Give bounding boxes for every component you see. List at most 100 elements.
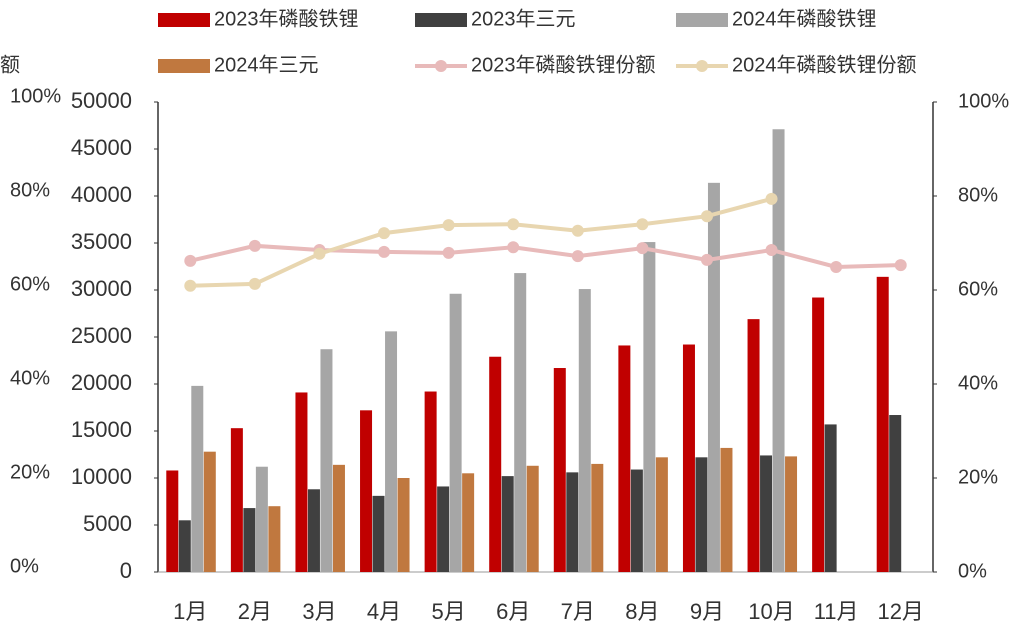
line-marker	[378, 227, 391, 240]
bar	[526, 465, 539, 572]
line-marker	[248, 239, 261, 252]
bar	[578, 289, 591, 572]
line-marker	[765, 192, 778, 205]
bar	[760, 455, 773, 572]
bar	[360, 410, 373, 572]
y-tick-label: 30000	[71, 276, 132, 301]
bar	[178, 520, 191, 572]
bar	[255, 466, 268, 572]
y-tick-label: 40000	[71, 182, 132, 207]
bar	[191, 385, 204, 572]
bar	[618, 345, 631, 572]
bar	[203, 451, 216, 572]
bar	[772, 129, 785, 572]
bar	[553, 368, 566, 572]
line	[189, 243, 901, 269]
bar	[695, 457, 708, 572]
bar	[397, 478, 410, 572]
x-tick-label: 3月	[302, 599, 336, 624]
y2-tick-label: 20%	[958, 466, 998, 488]
bar	[824, 424, 837, 572]
line-marker	[442, 219, 455, 232]
line-marker	[700, 210, 713, 223]
bar	[720, 447, 733, 572]
y2-tick-label-left: 60%	[10, 273, 50, 295]
bar	[655, 457, 668, 572]
line-marker	[571, 250, 584, 263]
legend-swatch	[676, 13, 728, 27]
bar	[437, 486, 450, 572]
legend-label: 2024年磷酸铁锂份额	[732, 53, 917, 76]
y-tick-label: 5000	[83, 511, 132, 536]
y2-tick-label: 60%	[958, 278, 998, 300]
line-marker	[636, 218, 649, 231]
legend-swatch	[158, 13, 210, 27]
y2-tick-label: 40%	[958, 372, 998, 394]
line-marker	[442, 246, 455, 259]
legend-label: 2024年三元	[214, 53, 319, 76]
y-tick-label: 10000	[71, 464, 132, 489]
legend-swatch-marker	[696, 60, 708, 72]
line-marker	[507, 218, 520, 231]
y2-tick-label-left: 100%	[10, 85, 61, 107]
bar	[449, 293, 462, 572]
line-marker	[184, 279, 197, 292]
y2-tick-label-left: 20%	[10, 461, 50, 483]
bar	[747, 319, 760, 572]
legend-swatch	[415, 13, 467, 27]
bar	[462, 473, 475, 572]
bar	[268, 506, 281, 572]
bar	[643, 242, 656, 572]
y-tick-label: 15000	[71, 417, 132, 442]
line-marker	[700, 253, 713, 266]
x-tick-label: 5月	[432, 599, 466, 624]
y-tick-label: 0	[120, 558, 132, 583]
y2-tick-label: 80%	[958, 184, 998, 206]
y-axis-title: 额	[0, 53, 20, 76]
x-tick-label: 6月	[496, 599, 530, 624]
x-tick-label: 11月	[814, 599, 859, 624]
bar	[630, 469, 643, 572]
line-marker	[378, 245, 391, 258]
x-tick-label: 12月	[877, 599, 923, 624]
y2-tick-label: 100%	[958, 90, 1009, 112]
bar	[307, 489, 320, 572]
y-tick-label: 20000	[71, 370, 132, 395]
x-tick-label: 2月	[238, 599, 272, 624]
line-marker	[571, 224, 584, 237]
line	[190, 196, 773, 288]
bar	[889, 415, 902, 572]
bar	[332, 464, 345, 572]
bar	[566, 472, 579, 572]
y2-tick-label: 0%	[958, 560, 987, 582]
bar	[385, 331, 398, 572]
bar	[514, 273, 527, 572]
bar	[501, 476, 514, 572]
x-tick-label: 9月	[690, 599, 724, 624]
bar	[295, 392, 308, 572]
x-tick-label: 7月	[561, 599, 595, 624]
y-tick-label: 35000	[71, 229, 132, 254]
line-marker	[313, 247, 326, 260]
bar	[424, 391, 437, 572]
line-marker	[507, 241, 520, 254]
line-marker	[248, 277, 261, 290]
legend-swatch	[158, 59, 210, 73]
bar	[489, 356, 502, 572]
y2-tick-label-left: 0%	[10, 555, 39, 577]
bar	[682, 344, 695, 572]
legend-label: 2023年磷酸铁锂	[214, 7, 359, 30]
y-tick-label: 50000	[71, 88, 132, 113]
x-tick-label: 4月	[367, 599, 401, 624]
y-tick-label: 45000	[71, 135, 132, 160]
y-tick-label: 25000	[71, 323, 132, 348]
x-tick-label: 8月	[625, 599, 659, 624]
legend-label: 2024年磷酸铁锂	[732, 7, 877, 30]
bar	[591, 463, 604, 572]
y2-tick-label-left: 80%	[10, 179, 50, 201]
line-marker	[184, 254, 197, 267]
bar	[243, 508, 256, 572]
bar	[812, 297, 825, 572]
